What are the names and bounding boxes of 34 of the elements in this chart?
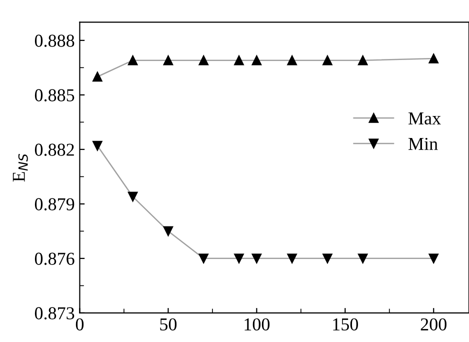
point xyxy=(358,56,368,66)
point xyxy=(198,254,208,264)
point xyxy=(92,72,102,82)
point xyxy=(322,254,332,264)
legend-label: Min xyxy=(408,138,438,150)
y-tick-label: 0.885 xyxy=(34,89,74,102)
point xyxy=(428,254,438,264)
x-tick-label: 150 xyxy=(333,318,358,330)
y-tick-label: 0.873 xyxy=(34,307,74,320)
point xyxy=(198,56,208,66)
point xyxy=(322,56,332,66)
point xyxy=(252,56,262,66)
y-tick-label: 0.879 xyxy=(34,198,74,210)
legend-label: Max xyxy=(408,112,441,125)
y-tick-label: 0.882 xyxy=(34,144,74,156)
y-axis-title: E$_{NS}$ xyxy=(12,154,28,182)
point xyxy=(234,56,244,66)
x-tick-label: 0 xyxy=(76,318,84,330)
point xyxy=(287,56,297,66)
point xyxy=(128,56,138,66)
point xyxy=(252,254,262,264)
y-tick-label: 0.888 xyxy=(34,34,74,47)
point xyxy=(287,254,297,264)
x-tick-label: 100 xyxy=(244,318,270,330)
point xyxy=(163,56,174,66)
point xyxy=(358,254,368,264)
point xyxy=(92,140,102,151)
y-tick-label: 0.876 xyxy=(34,252,74,265)
x-tick-label: 50 xyxy=(160,318,177,330)
point xyxy=(234,254,244,264)
point xyxy=(128,192,138,202)
point xyxy=(163,226,174,236)
point xyxy=(428,54,438,64)
x-tick-label: 200 xyxy=(420,318,446,330)
